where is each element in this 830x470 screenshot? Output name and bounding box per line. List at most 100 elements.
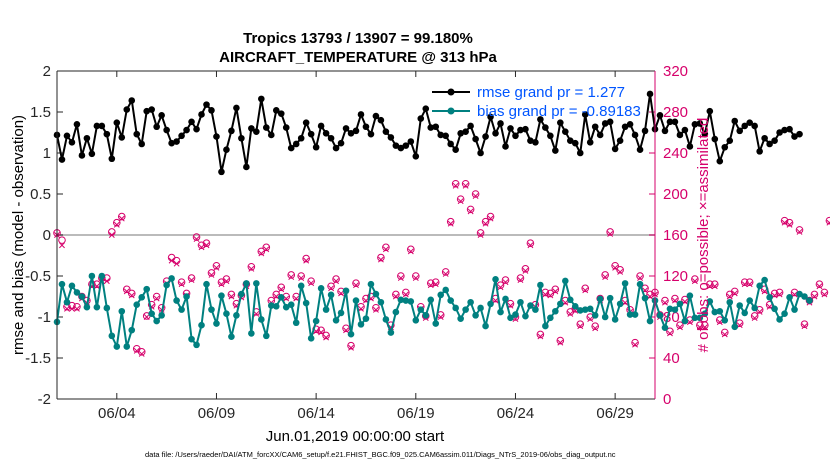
rmse-point <box>741 122 748 130</box>
rmse-point <box>382 128 390 135</box>
obs-assimilated-marker <box>323 334 330 341</box>
obs-assimilated-marker <box>557 339 564 346</box>
bias-point <box>756 282 763 290</box>
obs-assimilated-stroke <box>298 275 305 282</box>
obs-assimilated-marker <box>632 341 639 348</box>
obs-possible-marker <box>646 290 654 299</box>
rmse-point <box>253 128 260 135</box>
series-lines <box>53 90 813 350</box>
bias-point <box>412 316 420 324</box>
bias-point <box>188 335 195 343</box>
obs-assimilated-marker <box>103 278 110 285</box>
obs-assimilated-stroke <box>666 330 673 337</box>
obs-assimilated-stroke <box>128 292 135 299</box>
rmse-point <box>497 120 504 127</box>
obs-assimilated-stroke <box>303 257 310 264</box>
right-y-tick-label: 240 <box>663 145 688 162</box>
obs-assimilated-stroke <box>273 293 280 300</box>
obs-possible-marker <box>58 236 66 244</box>
obs-assimilated-stroke <box>547 292 554 299</box>
rmse-point <box>502 143 509 150</box>
obs-assimilated-stroke <box>64 305 70 312</box>
obs-assimilated-stroke <box>178 281 185 288</box>
obs-possible-marker <box>441 268 450 276</box>
rmse-point <box>277 110 285 117</box>
rmse-point <box>312 143 320 151</box>
bias-point <box>367 280 375 288</box>
rmse-point <box>367 130 375 138</box>
obs-assimilated-marker <box>288 274 295 280</box>
obs-possible-marker <box>461 179 470 188</box>
obs-assimilated-marker <box>791 291 798 298</box>
obs-assimilated-stroke <box>323 334 330 341</box>
obs-possible-marker <box>815 280 824 289</box>
rmse-point <box>701 130 709 138</box>
obs-assimilated-marker <box>218 281 225 288</box>
obs-assimilated-marker <box>522 267 529 274</box>
obs-assimilated-marker <box>64 305 70 312</box>
bias-point <box>382 316 390 323</box>
obs-assimilated-marker <box>377 256 384 263</box>
obs-assimilated-stroke <box>353 282 359 289</box>
rmse-point <box>626 121 634 128</box>
obs-assimilated-marker <box>527 242 534 249</box>
obs-assimilated-stroke <box>432 281 439 288</box>
bias-point <box>312 317 320 325</box>
obs-assimilated-marker <box>128 292 135 299</box>
bias-point <box>766 294 773 301</box>
obs-assimilated-marker <box>696 324 703 331</box>
rmse-point <box>566 137 574 144</box>
rmse-point <box>78 152 86 159</box>
obs-possible-marker <box>412 272 420 280</box>
obs-assimilated-stroke <box>263 246 270 253</box>
rmse-point <box>357 111 365 118</box>
bias-point <box>78 293 86 300</box>
obs-assimilated-marker <box>372 306 379 313</box>
rmse-point <box>272 107 280 114</box>
obs-assimilated-stroke <box>293 295 300 302</box>
rmse-point <box>153 123 160 131</box>
obs-assimilated-stroke <box>607 231 614 237</box>
bias-point <box>512 311 519 318</box>
rmse-point <box>512 132 519 140</box>
bias-point <box>332 316 340 324</box>
obs-assimilated-stroke <box>776 291 783 298</box>
obs-possible-marker <box>451 179 460 188</box>
bias-point <box>263 332 270 340</box>
obs-assimilated-marker <box>582 287 589 294</box>
right-y-tick-label: 0 <box>663 391 671 408</box>
obs-assimilated-stroke <box>741 281 748 288</box>
rmse-point <box>517 126 524 134</box>
x-tick-label: 06/04 <box>98 405 136 422</box>
bias-point <box>552 307 559 315</box>
obs-assimilated-marker <box>248 265 255 272</box>
rmse-point <box>233 104 240 112</box>
bias-point <box>581 306 589 313</box>
obs-assimilated-marker <box>452 182 459 189</box>
obs-assimilated-stroke <box>786 221 793 228</box>
obs-possible-marker <box>247 262 256 271</box>
obs-assimilated-marker <box>542 291 549 298</box>
rmse-point <box>377 116 385 124</box>
rmse-point <box>163 126 170 134</box>
obs-assimilated-marker <box>432 281 439 288</box>
obs-assimilated-stroke <box>751 315 758 321</box>
obs-assimilated-marker <box>741 281 748 288</box>
rmse-point <box>337 139 345 147</box>
rmse-point <box>138 140 146 148</box>
rmse-point <box>586 139 594 146</box>
x-axis-label: Jun.01,2019 00:00:00 start <box>266 428 445 445</box>
rmse-point <box>372 112 380 120</box>
obs-assimilated-marker <box>303 257 310 264</box>
rmse-point <box>143 107 150 115</box>
rmse-point <box>263 124 270 131</box>
rmse-point <box>193 125 200 133</box>
bias-point <box>327 291 335 299</box>
left-y-tick-label: 2 <box>43 63 51 80</box>
obs-assimilated-marker <box>208 272 215 278</box>
obs-assimilated-marker <box>781 219 788 226</box>
obs-possible-marker <box>501 276 510 284</box>
obs-assimilated-marker <box>786 221 793 228</box>
rmse-point <box>158 111 165 119</box>
bias-point <box>377 298 385 306</box>
